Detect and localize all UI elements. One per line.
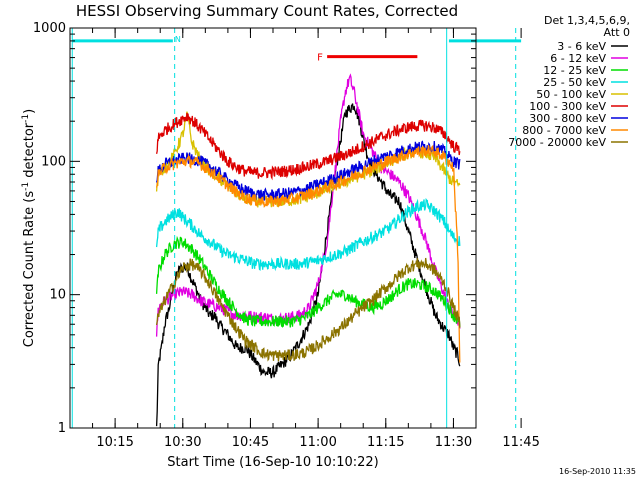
- plot-area: NF: [71, 28, 522, 428]
- axes: 1 10 100 1000 10:15 10:30 10:45 11:00 11:15 11:30…: [33, 21, 540, 450]
- legend-label-6: 300 - 800 keV: [529, 112, 606, 125]
- annotation-label-2: F: [317, 53, 323, 64]
- legend-label-1: 6 - 12 keV: [550, 52, 606, 65]
- y-tick-label-0: 1: [58, 421, 66, 436]
- chart-title: HESSI Observing Summary Count Rates, Cor…: [76, 2, 458, 20]
- legend-label-4: 50 - 100 keV: [536, 88, 606, 101]
- series-line-1: [155, 73, 461, 337]
- x-tick-label-2: 10:45: [232, 435, 269, 450]
- y-tick-label-3: 1000: [33, 21, 66, 36]
- x-tick-label-5: 11:30: [435, 435, 472, 450]
- x-axis-label: Start Time (16-Sep-10 10:10:22): [167, 455, 378, 470]
- legend-label-2: 12 - 25 keV: [543, 64, 606, 77]
- y-axis-label: Corrected Count Rate (s-1 detector-1): [21, 109, 37, 347]
- series-line-5: [155, 112, 461, 181]
- legend-label-8: 7000 - 20000 keV: [508, 136, 606, 149]
- x-tick-label-4: 11:15: [367, 435, 404, 450]
- legend-header-1: Att 0: [604, 26, 630, 39]
- series-line-2: [155, 235, 461, 328]
- y-tick-label-2: 100: [41, 154, 66, 169]
- x-tick-label-3: 11:00: [299, 435, 336, 450]
- y-tick-label-1: 10: [49, 288, 66, 303]
- series-line-7: [155, 144, 461, 363]
- y-axis-label-part: detector: [22, 122, 37, 182]
- y-axis-label-part: ): [22, 109, 37, 114]
- annotation-label-0: N: [175, 35, 181, 44]
- y-axis-label-part: Corrected Count Rate (s: [22, 191, 37, 348]
- x-tick-label-0: 10:15: [96, 435, 133, 450]
- series-line-3: [155, 197, 461, 272]
- legend-label-5: 100 - 300 keV: [529, 100, 606, 113]
- legend-label-0: 3 - 6 keV: [557, 40, 606, 53]
- series-line-8: [155, 257, 461, 362]
- y-axis-label-part: -1: [21, 114, 31, 123]
- x-tick-label-6: 11:45: [502, 435, 539, 450]
- legend-label-7: 800 - 7000 keV: [522, 124, 606, 137]
- series-line-0: [155, 103, 461, 427]
- legend-label-3: 25 - 50 keV: [543, 76, 606, 89]
- legend-header-0: Det 1,3,4,5,6,9,: [544, 14, 630, 27]
- y-axis-label-part: -1: [21, 182, 31, 191]
- x-tick-label-1: 10:30: [164, 435, 201, 450]
- timestamp: 16-Sep-2010 11:35: [559, 467, 636, 476]
